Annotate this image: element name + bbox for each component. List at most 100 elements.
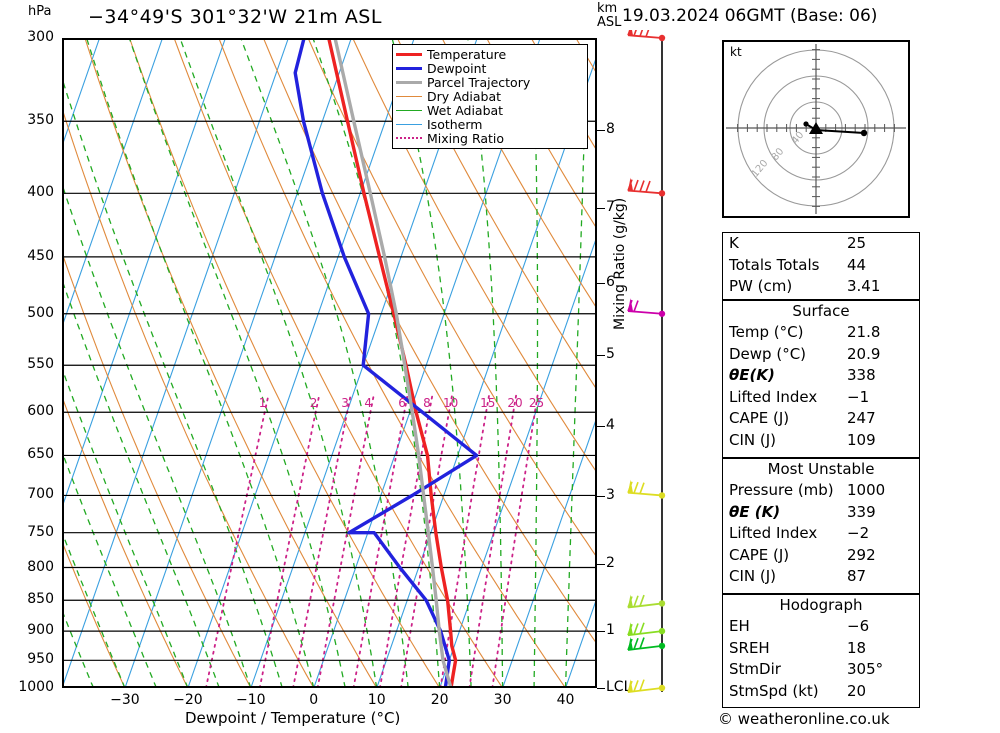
pressure-tick-300: 300: [27, 29, 54, 45]
data-row-value: 1000: [847, 481, 886, 499]
data-row-key: SREH: [729, 638, 770, 657]
altitude-tick-7: 7: [606, 198, 615, 215]
wind-barb-900: [627, 622, 666, 637]
data-row: K 25: [723, 233, 919, 255]
pressure-axis-unit: hPa: [28, 4, 52, 19]
data-row-value: 87: [847, 567, 867, 585]
altitude-tick-8: 8: [606, 121, 615, 138]
temp-tick-10: 10: [367, 692, 386, 708]
data-row-value: 109: [847, 430, 876, 449]
wind-barb-925: [627, 636, 666, 651]
wind-barb-700: [627, 479, 666, 499]
data-row-value: −2: [847, 524, 870, 542]
pressure-tick-650: 650: [27, 446, 54, 463]
legend-label: Mixing Ratio: [427, 130, 505, 146]
legend-swatch-mixing-ratio-icon: [396, 137, 422, 139]
data-row-value: 339: [847, 502, 876, 521]
wind-barb-855: [627, 594, 666, 609]
legend-label: Dewpoint: [427, 60, 487, 76]
panel-hodograph-stats: Hodograph EH −6 SREH 18 StmDir 305° StmSpd (kt)…: [722, 594, 920, 708]
wind-barb-400: [627, 177, 666, 197]
data-row-value: 305°: [847, 660, 884, 678]
hodograph-ring-label-120: 120: [750, 158, 771, 180]
legend-item-isotherm: Isotherm: [396, 117, 584, 131]
data-row-key: Dewp (°C): [729, 344, 807, 363]
forecast-datetime: 19.03.2024 06GMT (Base: 06): [622, 6, 878, 26]
pressure-tick-500: 500: [27, 304, 54, 321]
pressure-tick-350: 350: [27, 112, 54, 129]
altitude-tick-6: 6: [606, 273, 615, 290]
data-row: CIN (J) 87: [723, 566, 919, 588]
x-axis-title: Dewpoint / Temperature (°C): [185, 709, 401, 727]
legend-swatch-temperature-icon: [396, 52, 422, 56]
data-row-key: CAPE (J): [729, 545, 790, 564]
page-title: −34°49'S 301°32'W 21m ASL: [88, 6, 382, 28]
pressure-tick-600: 600: [27, 403, 54, 420]
temp-tick-40: 40: [556, 692, 575, 708]
wind-barb-column: [620, 22, 720, 695]
data-row-value: −6: [847, 617, 870, 635]
legend-item-wet-adiabat: Wet Adiabat: [396, 103, 584, 117]
data-row-value: 20: [847, 681, 867, 700]
data-row: Dewp (°C) 20.9: [723, 344, 919, 366]
altitude-tick-mark: [597, 496, 605, 498]
legend-item-temperature: Temperature: [396, 47, 584, 61]
pressure-tick-1000: 1000: [18, 679, 54, 695]
legend-label: Parcel Trajectory: [427, 74, 531, 90]
data-row: StmSpd (kt) 20: [723, 681, 919, 703]
temp-tick--10: −10: [236, 692, 266, 708]
temp-tick-30: 30: [493, 692, 512, 708]
wind-barb-300: [627, 22, 666, 42]
legend-swatch-parcel-trajectory-icon: [396, 80, 422, 84]
altitude-tick-mark: [597, 282, 605, 284]
data-row-value: −1: [847, 387, 870, 406]
mixing-ratio-label-25: 25: [528, 396, 545, 411]
legend-item-mixing-ratio: Mixing Ratio: [396, 131, 584, 145]
data-row-key: CIN (J): [729, 567, 777, 585]
hodograph-plot[interactable]: kt 40 80 120: [722, 40, 910, 218]
altitude-tick-mark: [597, 630, 605, 632]
hodograph-ring-label-80: 80: [770, 146, 787, 163]
altitude-tick-mark: [597, 355, 605, 357]
legend-item-dewpoint: Dewpoint: [396, 61, 584, 75]
hodograph-unit-label: kt: [730, 45, 742, 59]
skewt-diagram[interactable]: [62, 38, 597, 688]
data-row: θE (K) 339: [723, 502, 919, 524]
data-row-key: θE(K): [729, 366, 775, 384]
pressure-tick-850: 850: [27, 591, 54, 608]
altitude-tick-1: 1: [606, 621, 615, 638]
legend-swatch-isotherm-icon: [396, 123, 422, 125]
data-row-value: 44: [847, 255, 867, 274]
mixing-ratio-label-8: 8: [423, 396, 431, 411]
panel-surface: Surface Temp (°C) 21.8 Dewp (°C) 20.9 θE(K) 33…: [722, 300, 920, 458]
copyright-notice: © weatheronline.co.uk: [718, 710, 890, 728]
data-row-key: StmDir: [729, 660, 781, 678]
panel-title: Most Unstable: [767, 460, 875, 478]
altitude-tick-mark: [597, 207, 605, 209]
data-row: EH −6: [723, 616, 919, 638]
data-row-key: Pressure (mb): [729, 481, 834, 499]
data-row-value: 18: [847, 638, 867, 657]
panel-title: Surface: [792, 302, 850, 320]
wind-barb-500: [627, 298, 666, 317]
legend-swatch-wet-adiabat-icon: [396, 109, 422, 111]
temp-tick--20: −20: [173, 692, 203, 708]
pressure-tick-550: 550: [27, 356, 54, 373]
data-row-key: PW (cm): [729, 277, 793, 295]
mixing-ratio-label-2: 2: [309, 396, 318, 411]
mixing-ratio-label-10: 10: [442, 396, 459, 411]
mixing-ratio-label-4: 4: [364, 396, 373, 411]
mixing-ratio-label-15: 15: [480, 396, 496, 411]
altitude-axis-unit-asl: ASL: [597, 15, 622, 30]
pressure-tick-450: 450: [27, 247, 54, 264]
data-row: CIN (J) 109: [723, 430, 919, 452]
altitude-tick-mark: [597, 426, 605, 428]
mixing-ratio-label-6: 6: [398, 396, 406, 411]
temp-tick-0: 0: [309, 692, 319, 708]
data-row: SREH 18: [723, 638, 919, 660]
temp-tick--30: −30: [110, 692, 140, 708]
data-row: CAPE (J) 247: [723, 408, 919, 430]
panel-stability-indices: K 25 Totals Totals 44 PW (cm) 3.41: [722, 232, 920, 300]
data-row-value: 338: [847, 366, 876, 384]
lcl-label: LCL: [606, 679, 632, 695]
